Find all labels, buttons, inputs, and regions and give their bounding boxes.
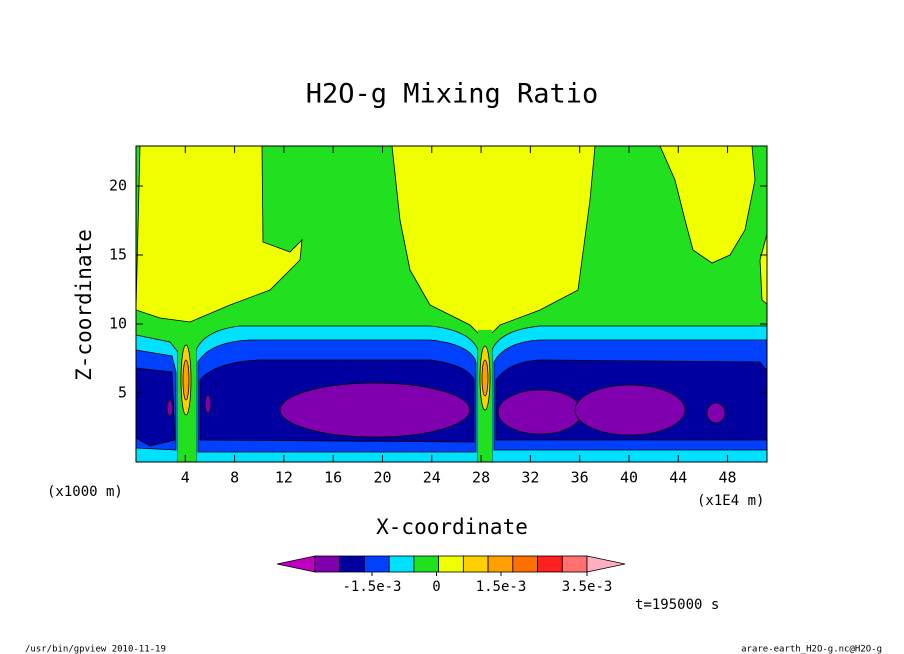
y-tick-label: 20 <box>109 177 127 195</box>
colorbar-box <box>537 555 563 573</box>
x-tick-label: 32 <box>521 469 539 487</box>
colorbar: -1.5e-3 0 1.5e-3 3.5e-3 <box>276 555 626 595</box>
y-tick-label: 15 <box>109 246 127 264</box>
colorbar-box <box>413 555 440 573</box>
colorbar-tick-label: 1.5e-3 <box>476 579 527 595</box>
colorbar-box <box>388 555 415 573</box>
footer-right: arare-earth_H2O-g.nc@H2O-g <box>741 645 882 654</box>
y-axis-label: Z-coordinate <box>72 229 96 381</box>
x-tick-label: 4 <box>181 469 190 487</box>
colorbar-triangle <box>586 555 626 573</box>
chart-title: H2O-g Mixing Ratio <box>306 79 599 110</box>
x-tick-label: 24 <box>423 469 441 487</box>
x-tick-label: 16 <box>324 469 342 487</box>
x-axis-label: X-coordinate <box>376 515 528 539</box>
x-tick-label: 20 <box>373 469 391 487</box>
colorbar-tick-label: 3.5e-3 <box>562 579 613 595</box>
x-tick-label: 40 <box>620 469 638 487</box>
colorbar-box <box>364 555 390 573</box>
x-tick-label: 28 <box>472 469 490 487</box>
colorbar-tick-label: -1.5e-3 <box>342 579 401 595</box>
colorbar-box <box>487 555 514 573</box>
colorbar-box <box>438 555 464 573</box>
contour-field <box>136 146 767 462</box>
colorbar-tick-label: 0 <box>432 579 440 595</box>
time-label: t=195000 s <box>635 597 719 613</box>
x-unit: (x1E4 m) <box>697 493 764 509</box>
footer-left: /usr/bin/gpview 2010-11-19 <box>25 645 166 654</box>
x-tick-label: 44 <box>669 469 687 487</box>
colorbar-box <box>314 555 341 573</box>
colorbar-box <box>512 555 538 573</box>
plot-frame <box>135 145 768 463</box>
colorbar-box <box>462 555 489 573</box>
x-tick-label: 36 <box>571 469 589 487</box>
colorbar-box <box>339 555 365 573</box>
x-tick-label: 12 <box>275 469 293 487</box>
y-tick-label: 5 <box>118 384 127 402</box>
x-tick-label: 48 <box>719 469 737 487</box>
y-unit: (x1000 m) <box>47 484 123 500</box>
colorbar-box <box>561 555 588 573</box>
y-tick-label: 10 <box>109 315 127 333</box>
colorbar-triangle <box>276 555 316 573</box>
x-tick-label: 8 <box>230 469 239 487</box>
